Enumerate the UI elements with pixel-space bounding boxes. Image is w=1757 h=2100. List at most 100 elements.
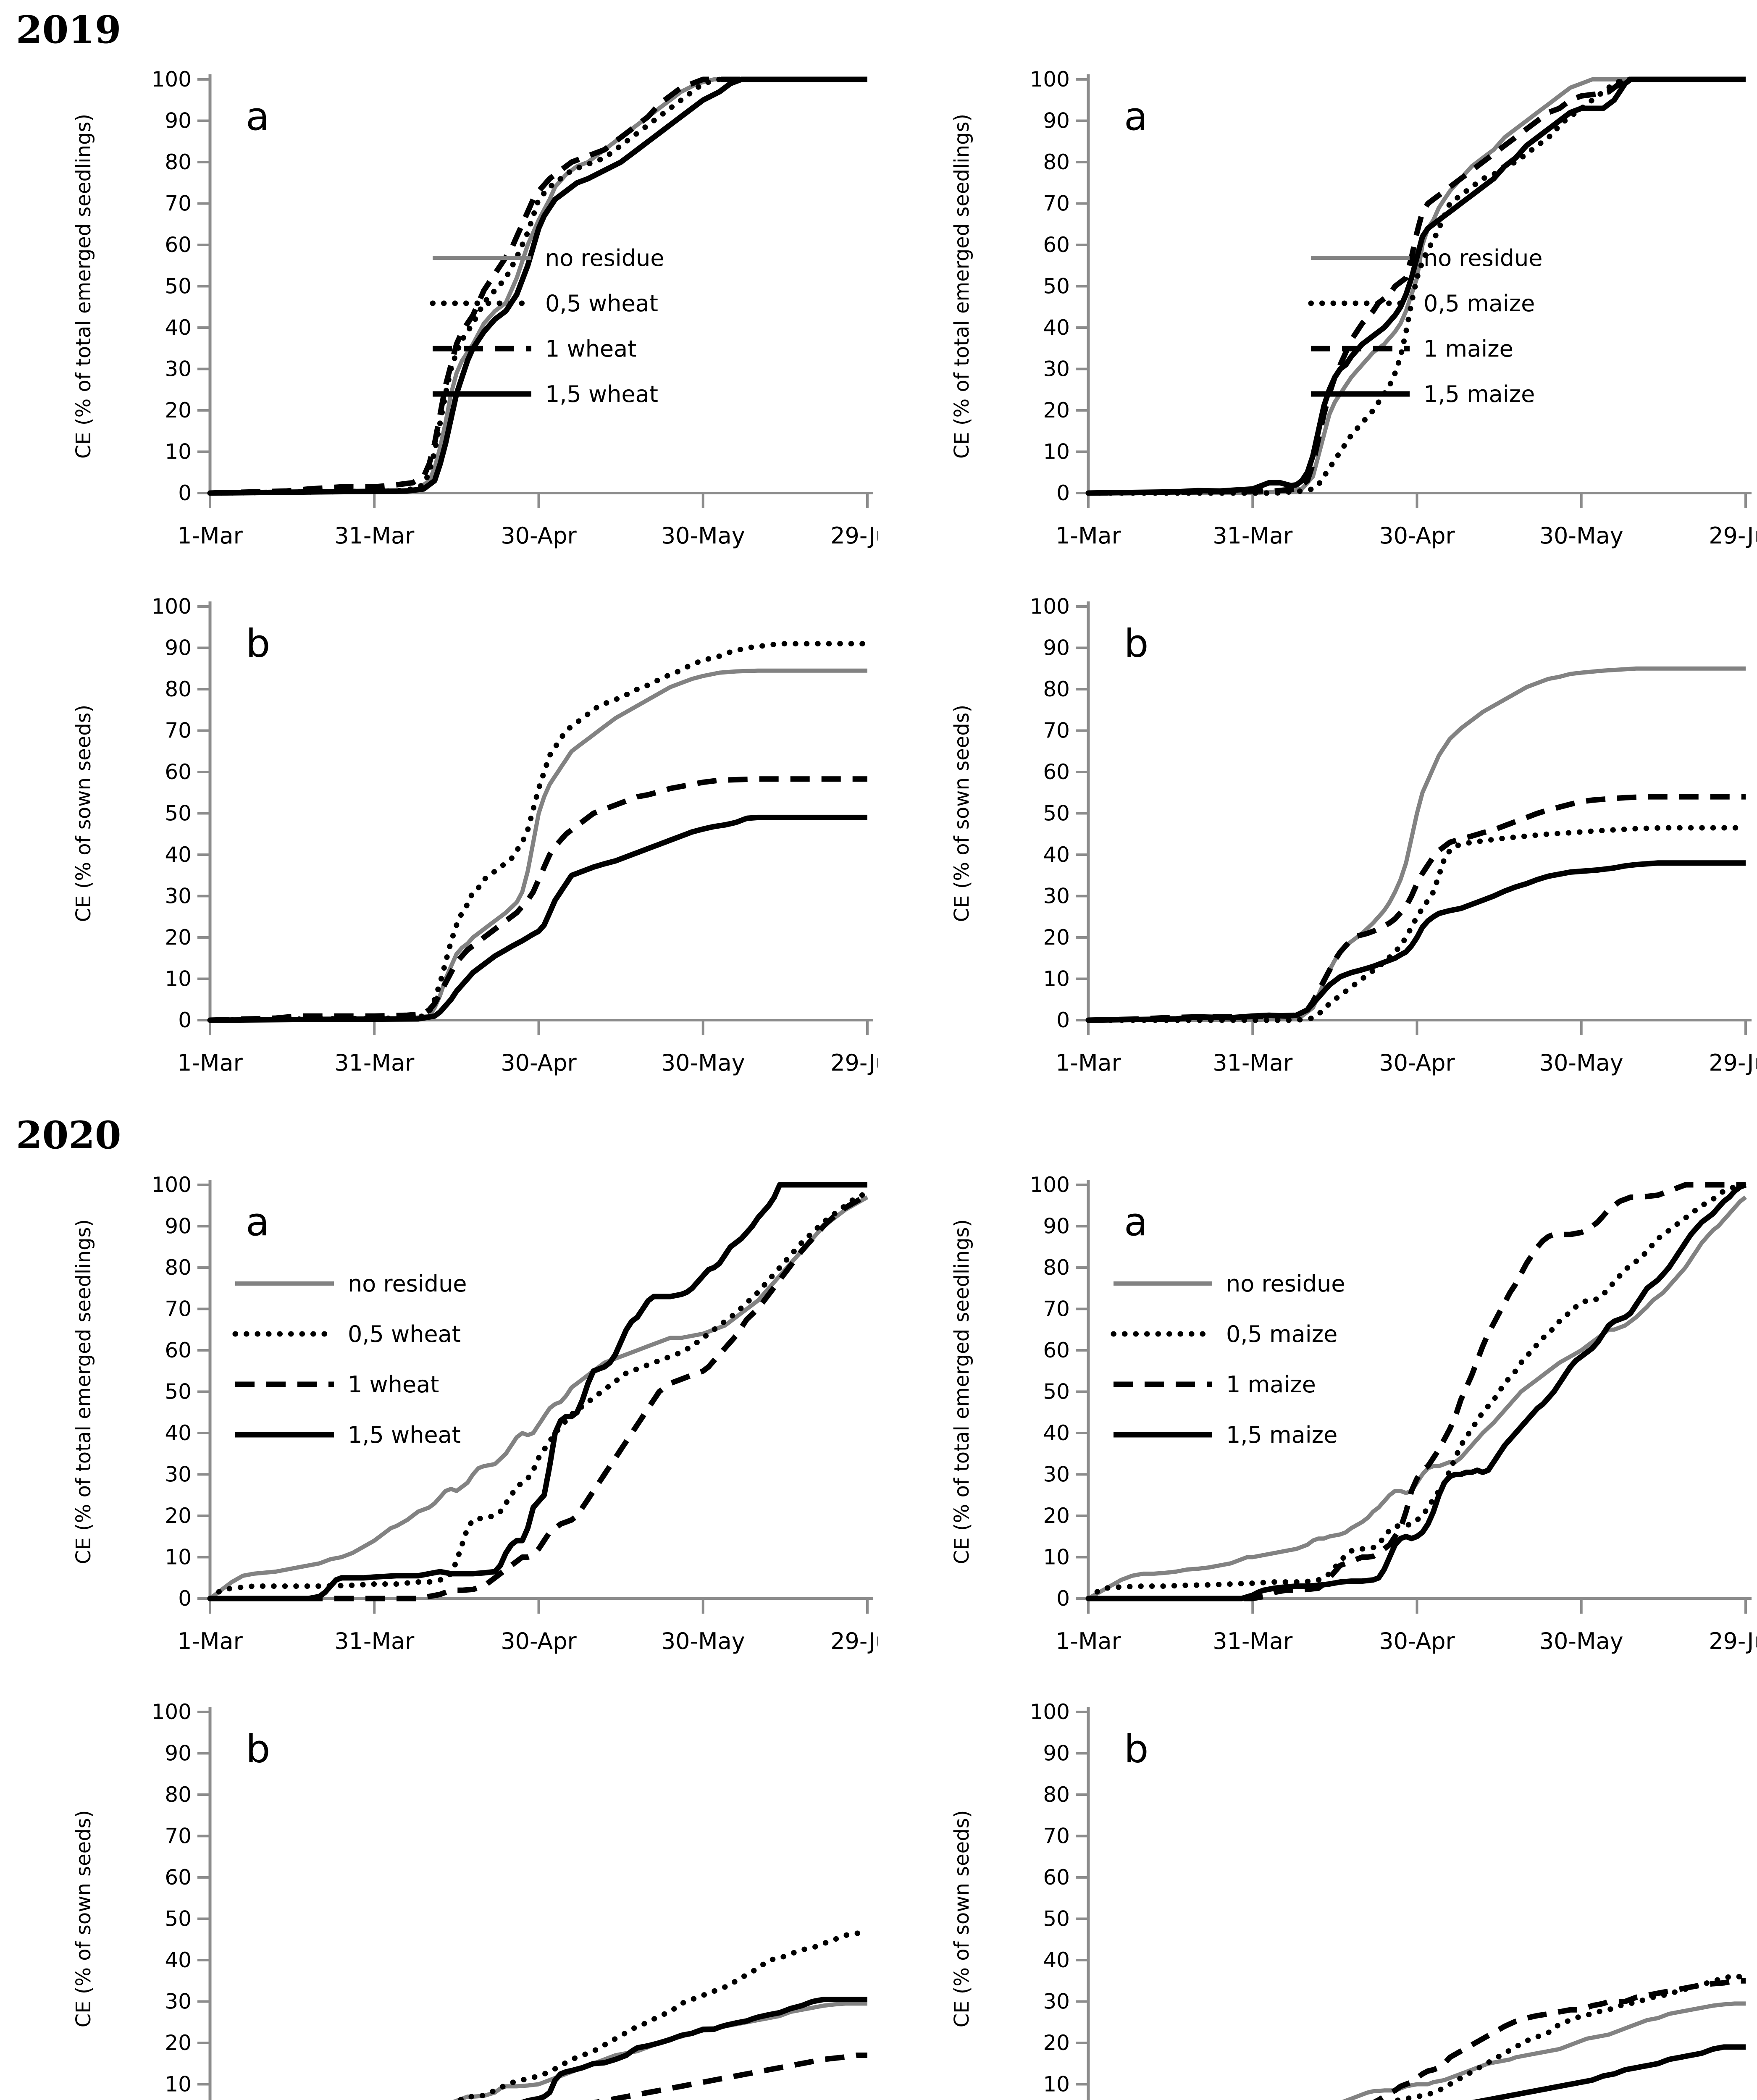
y-tick-label: 10 — [165, 967, 192, 991]
chart-svg-2019-maize-b: CE (% of sown seeds) 0 10 20 30 40 50 60 70 80 90 1… — [950, 594, 1757, 1076]
legend-label: no residue — [1423, 245, 1543, 271]
y-tick-label: 40 — [1043, 1948, 1070, 1972]
x-tick-label: 30-Apr — [501, 1050, 577, 1076]
y-tick-label: 30 — [1043, 357, 1070, 381]
chart-2020-maize-b: CE (% of sown seeds)01020304050607080901… — [878, 1685, 1757, 2100]
series-0-5-maize — [1085, 1182, 1749, 1601]
chart-2019-maize-b: CE (% of sown seeds) 0 10 20 30 40 50 60 70 80 90 1… — [878, 579, 1757, 1106]
y-tick-label: 60 — [165, 760, 192, 784]
y-tick-label: 60 — [1043, 1865, 1070, 1890]
y-tick-label: 100 — [152, 67, 192, 92]
legend: no residue 0,5 wheat 1 wheat 1,5 wheat — [430, 245, 664, 407]
y-tick-label: 80 — [1043, 1255, 1070, 1280]
y-tick-label: 10 — [1043, 440, 1070, 464]
x-tick-label: 1-Mar — [177, 522, 243, 549]
y-tick-label: 30 — [1043, 884, 1070, 908]
chart-2019-maize-a: CE (% of total emerged seedlings) 0 10 20 30… — [878, 52, 1757, 579]
y-tick-label: 20 — [1043, 2031, 1070, 2055]
x-tick-label: 30-Apr — [501, 522, 577, 549]
y-tick-label: 40 — [165, 843, 192, 867]
y-tick-label: 0 — [1056, 1008, 1070, 1032]
legend-label: 1 maize — [1423, 336, 1513, 362]
x-tick-label: 29-Jun — [830, 1050, 878, 1076]
y-tick-label: 20 — [1043, 925, 1070, 950]
legend-label: 1,5 maize — [1423, 381, 1535, 407]
y-tick-label: 100 — [152, 1700, 192, 1724]
chart-svg-2019-wheat-a: CE (% of total emerged seedlings) 0 10 20 30… — [72, 67, 878, 549]
series-no-residue — [210, 668, 867, 1022]
series-no-residue — [452, 2001, 867, 2100]
y-tick-label: 0 — [178, 1008, 192, 1032]
chart-2020-maize-a: CE (% of total emerged seedlings) 0 10 20 30… — [878, 1158, 1757, 1685]
y-tick-label: 90 — [165, 1214, 192, 1239]
series-1-5-maize — [1088, 1182, 1747, 1601]
series-1-maize — [1088, 1182, 1746, 1601]
series-0-5-maize — [1085, 825, 1749, 1023]
series-1-5-wheat — [210, 76, 867, 496]
y-tick-label: 40 — [165, 1948, 192, 1972]
y-tick-label: 50 — [165, 274, 192, 299]
series-no-residue — [1088, 77, 1746, 495]
y-tick-label: 50 — [165, 1380, 192, 1404]
series-1-wheat — [594, 2053, 867, 2100]
series-0-5-maize — [1389, 1974, 1749, 2100]
panel-letter: a — [246, 94, 269, 139]
y-tick-label: 50 — [165, 1907, 192, 1931]
y-axis-title: CE (% of sown seeds) — [950, 705, 974, 922]
x-tick-label: 30-May — [661, 1050, 745, 1076]
series-no-residue — [208, 1195, 869, 1600]
y-tick-label: 60 — [1043, 233, 1070, 257]
legend-label: 0,5 maize — [1423, 290, 1535, 317]
y-tick-label: 60 — [165, 1338, 192, 1362]
y-tick-label: 100 — [1030, 1700, 1070, 1724]
x-tick-label: 30-Apr — [1379, 1628, 1455, 1654]
series-1-5-wheat — [521, 1997, 867, 2100]
series-1-5-wheat — [210, 1182, 867, 1601]
y-tick-label: 90 — [165, 1741, 192, 1766]
y-tick-label: 50 — [1043, 1907, 1070, 1931]
y-tick-label: 50 — [1043, 801, 1070, 826]
y-tick-label: 20 — [165, 925, 192, 950]
x-tick-label: 1-Mar — [1056, 522, 1121, 549]
y-tick-label: 100 — [1030, 67, 1070, 92]
series-1-5-maize — [1088, 860, 1746, 1023]
y-tick-label: 100 — [1030, 1173, 1070, 1197]
x-tick-label: 31-Mar — [1213, 522, 1293, 549]
y-axis-title: CE (% of sown seeds) — [950, 1810, 974, 2028]
panel-letter: b — [1124, 621, 1148, 666]
panel-letter: a — [1124, 1200, 1148, 1244]
y-tick-label: 40 — [1043, 315, 1070, 340]
x-tick-label: 30-May — [1539, 522, 1623, 549]
y-tick-label: 60 — [165, 233, 192, 257]
y-tick-label: 20 — [1043, 398, 1070, 423]
y-tick-label: 30 — [1043, 1462, 1070, 1487]
y-tick-label: 80 — [1043, 1782, 1070, 1807]
y-tick-label: 40 — [165, 1421, 192, 1445]
x-tick-label: 30-Apr — [1379, 1050, 1455, 1076]
y-tick-label: 70 — [1043, 1297, 1070, 1321]
y-tick-label: 90 — [1043, 1741, 1070, 1766]
y-axis-title: CE (% of sown seeds) — [72, 705, 95, 922]
y-tick-label: 60 — [165, 1865, 192, 1890]
x-tick-label: 31-Mar — [334, 1050, 415, 1076]
y-tick-label: 40 — [1043, 843, 1070, 867]
y-tick-label: 30 — [165, 357, 192, 381]
chart-2019-wheat-b: CE (% of sown seeds) 0 10 20 30 40 50 60 70 80 90 1… — [0, 579, 878, 1106]
legend: no residue 0,5 wheat 1 wheat 1,5 wheat — [232, 1270, 467, 1448]
y-tick-label: 80 — [1043, 677, 1070, 701]
y-tick-label: 70 — [1043, 719, 1070, 743]
x-tick-label: 29-Jun — [830, 1628, 878, 1654]
series-0-5-wheat — [207, 76, 870, 496]
y-tick-label: 80 — [1043, 150, 1070, 174]
y-tick-label: 0 — [1056, 481, 1070, 505]
legend-label: 0,5 wheat — [348, 1321, 461, 1347]
y-tick-label: 80 — [165, 1255, 192, 1280]
y-tick-label: 100 — [152, 594, 192, 619]
series-1-wheat — [210, 776, 867, 1023]
y-tick-label: 0 — [1056, 1586, 1070, 1611]
x-tick-label: 29-Jun — [830, 522, 878, 549]
y-tick-label: 30 — [165, 884, 192, 908]
y-tick-label: 100 — [1030, 594, 1070, 619]
x-tick-label: 29-Jun — [1709, 1050, 1757, 1076]
chart-2019-wheat-a: CE (% of total emerged seedlings) 0 10 20 30… — [0, 52, 878, 579]
